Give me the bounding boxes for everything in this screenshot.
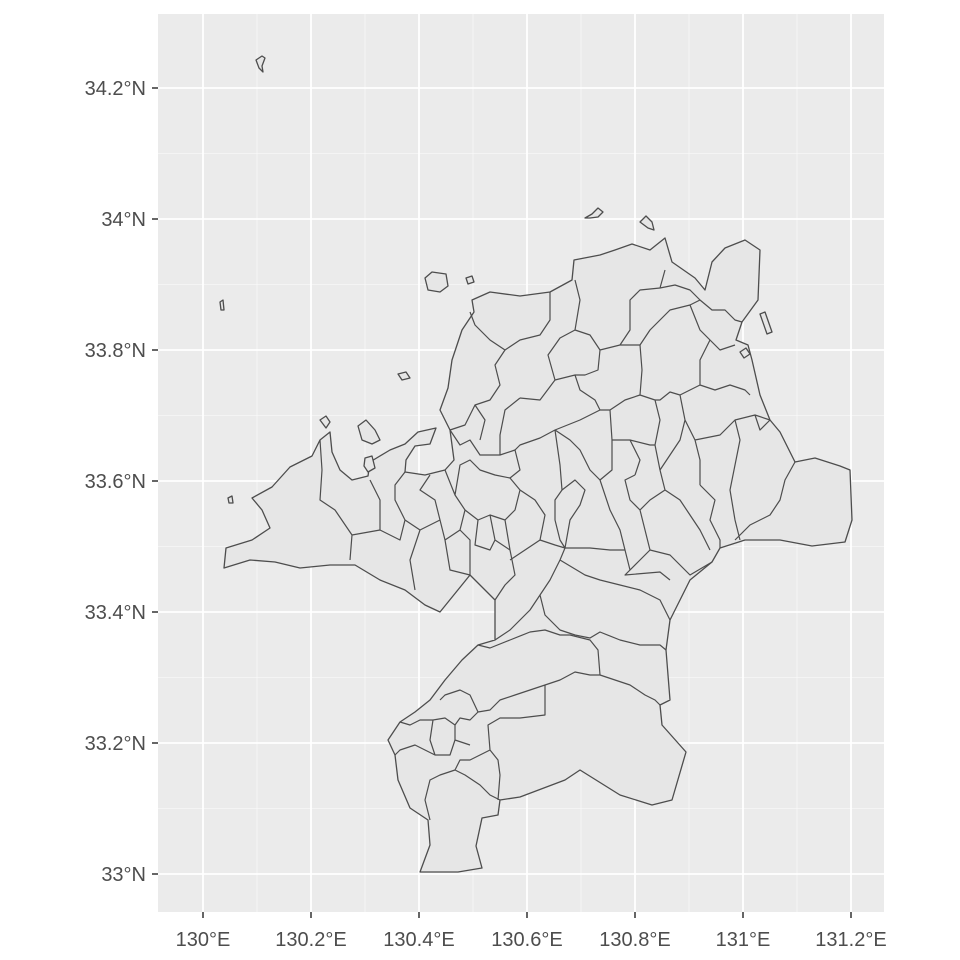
island-west-3 — [397, 371, 411, 381]
boundary-south — [394, 629, 661, 821]
island-northwest-tip — [319, 415, 331, 429]
island-west-1 — [424, 271, 449, 293]
island-east-1 — [759, 311, 773, 335]
boundary-east — [599, 469, 721, 581]
boundary-northwest — [319, 439, 546, 601]
y-tick-label: 33°N — [101, 864, 146, 886]
y-tick-label: 34.2°N — [85, 78, 146, 100]
x-tick-label: 130°E — [176, 929, 231, 951]
island-north-1 — [255, 55, 266, 73]
island-west-2 — [465, 275, 475, 285]
x-tick-label: 130.2°E — [275, 929, 346, 951]
x-tick-label: 131.2°E — [815, 929, 886, 951]
island-north-2 — [584, 207, 604, 219]
x-tick-label: 130.6°E — [491, 929, 562, 951]
island-east-2 — [739, 347, 751, 359]
x-tick-label: 130.8°E — [599, 929, 670, 951]
x-tick-label: 131°E — [716, 929, 771, 951]
island-west-4 — [219, 299, 225, 311]
boundary-fukuoka-city — [449, 292, 551, 479]
axis-ticks: 130°E 130.2°E 130.4°E 130.6°E 130.8°E 131°E 13… — [85, 78, 887, 951]
y-tick-label: 33.4°N — [85, 602, 146, 624]
boundary-chikugo — [494, 429, 671, 651]
y-tick-label: 33.6°N — [85, 471, 146, 493]
y-tick-label: 33.8°N — [85, 340, 146, 362]
island-bay-1 — [357, 419, 381, 445]
y-tick-label: 34°N — [101, 209, 146, 231]
island-bay-2 — [363, 455, 376, 473]
x-tick-label: 130.4°E — [383, 929, 454, 951]
boundary-northeast — [639, 284, 796, 541]
y-tick-label: 33.2°N — [85, 733, 146, 755]
boundary-central — [514, 269, 666, 481]
map-regions — [219, 55, 853, 873]
island-north-3 — [639, 215, 655, 231]
island-west-5 — [227, 495, 234, 504]
